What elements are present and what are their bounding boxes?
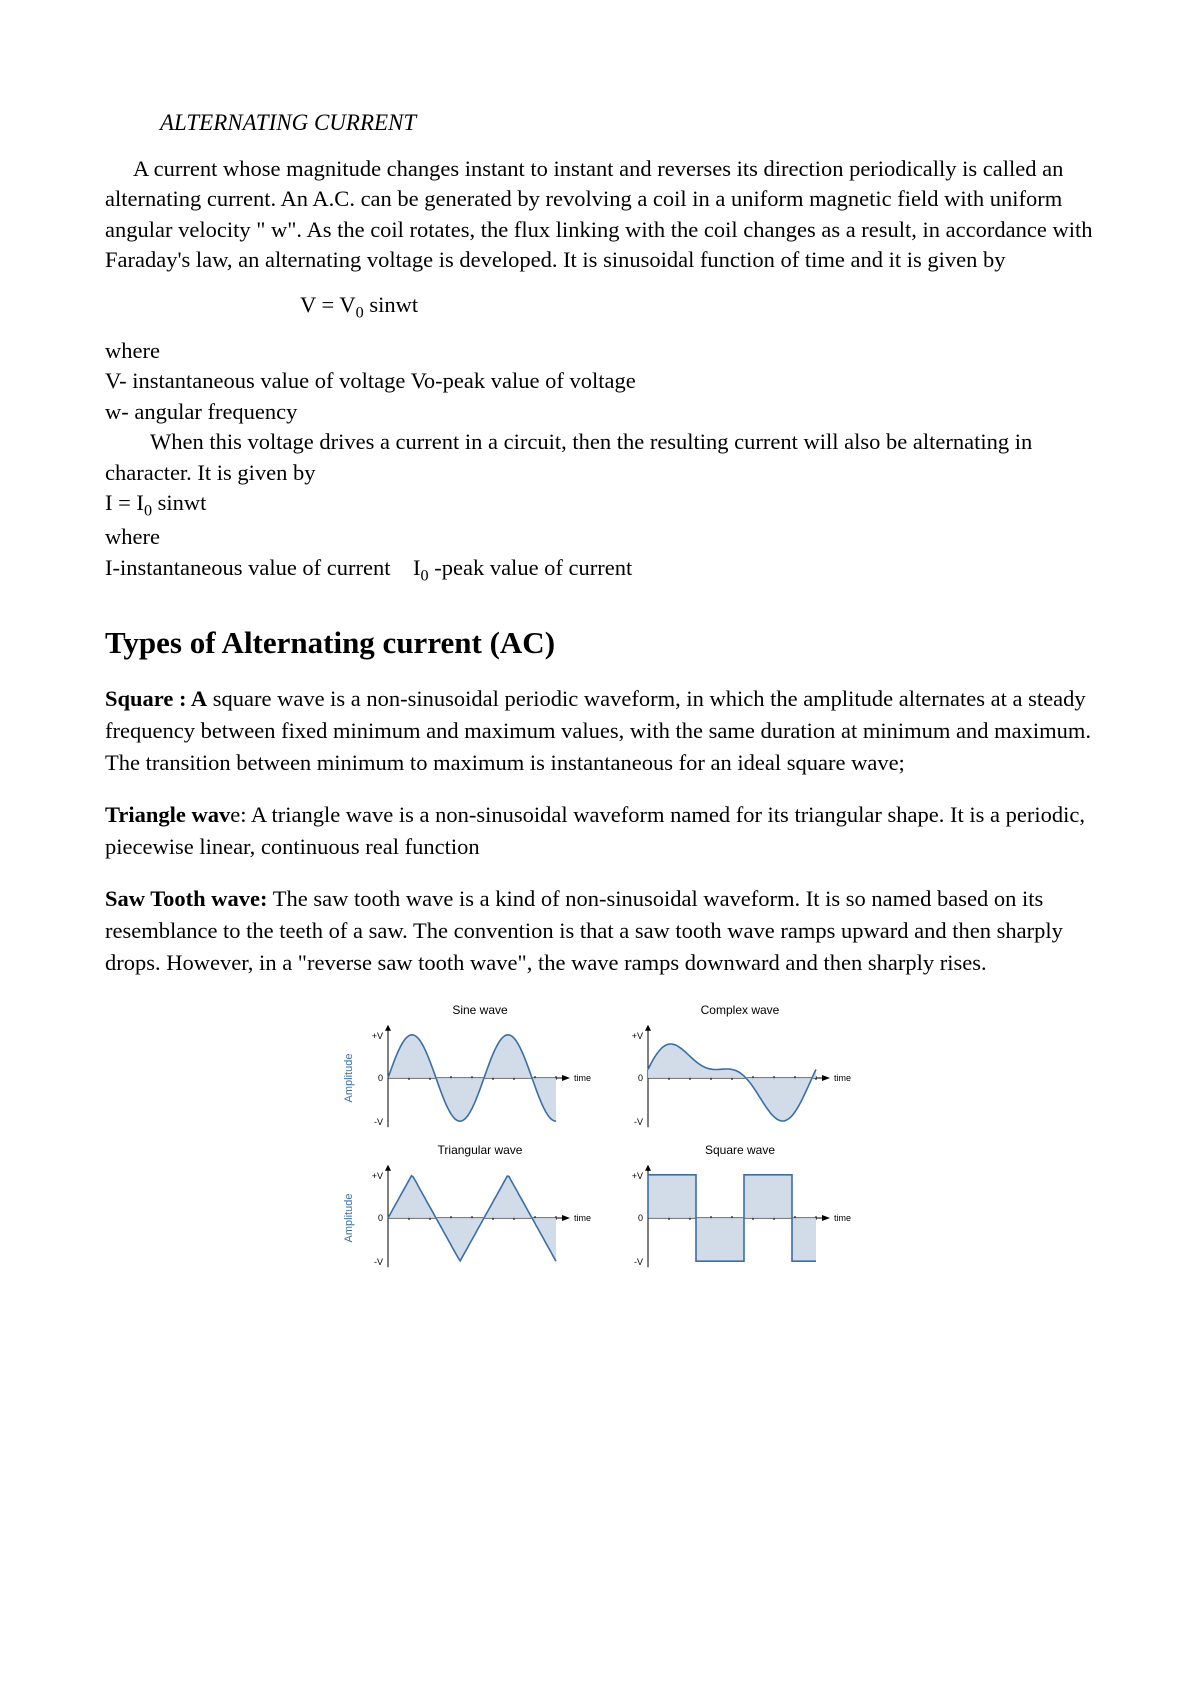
saw-label: Saw Tooth wave:: [105, 886, 268, 911]
svg-text:Amplitude: Amplitude: [343, 1054, 355, 1103]
i-definition: I-instantaneous value of current I0 -pea…: [105, 553, 1095, 587]
svg-text:-V: -V: [374, 1258, 383, 1268]
svg-text:time: time: [834, 1213, 851, 1223]
svg-text:-V: -V: [634, 1118, 643, 1128]
current-formula: I = I0 sinwt: [105, 488, 1095, 522]
svg-text:Amplitude: Amplitude: [343, 1194, 355, 1243]
square-wave-paragraph: Square : A square wave is a non-sinusoid…: [105, 683, 1095, 779]
svg-text:Square wave: Square wave: [705, 1143, 775, 1157]
svg-text:0: 0: [638, 1213, 643, 1223]
intro-paragraph: A current whose magnitude changes instan…: [105, 154, 1095, 276]
where-label-1: where: [105, 336, 1095, 366]
svg-text:0: 0: [378, 1213, 383, 1223]
svg-text:time: time: [574, 1213, 591, 1223]
triangle-text: e: A triangle wave is a non-sinusoidal w…: [105, 802, 1085, 859]
svg-text:time: time: [574, 1073, 591, 1083]
svg-text:0: 0: [378, 1073, 383, 1083]
svg-text:+V: +V: [632, 1171, 643, 1181]
v-definition: V- instantaneous value of voltage Vo-pea…: [105, 366, 1095, 396]
svg-text:Triangular wave: Triangular wave: [438, 1143, 523, 1157]
section-heading: Types of Alternating current (AC): [105, 625, 1095, 661]
document-title: ALTERNATING CURRENT: [160, 110, 1095, 136]
svg-text:Complex wave: Complex wave: [701, 1003, 780, 1017]
triangle-wave-paragraph: Triangle wave: A triangle wave is a non-…: [105, 799, 1095, 863]
voltage-formula: V = V0 sinwt: [300, 292, 1095, 323]
svg-text:-V: -V: [634, 1258, 643, 1268]
w-definition: w- angular frequency: [105, 397, 1095, 427]
sawtooth-wave-paragraph: Saw Tooth wave: The saw tooth wave is a …: [105, 883, 1095, 979]
svg-text:0: 0: [638, 1073, 643, 1083]
waveform-svg: Sine wave +V 0 -V time Amplitude Complex wave +…: [330, 1000, 870, 1288]
svg-text:Sine wave: Sine wave: [452, 1003, 508, 1017]
triangle-label: Triangle wav: [105, 802, 230, 827]
continuation-text: When this voltage drives a current in a …: [105, 427, 1095, 488]
square-text: square wave is a non-sinusoidal periodic…: [105, 686, 1091, 775]
svg-text:time: time: [834, 1073, 851, 1083]
waveform-figure: Sine wave +V 0 -V time Amplitude Complex wave +…: [105, 1000, 1095, 1293]
where-label-2: where: [105, 522, 1095, 552]
definitions-block: where V- instantaneous value of voltage …: [105, 336, 1095, 587]
svg-text:+V: +V: [372, 1031, 383, 1041]
svg-text:+V: +V: [632, 1031, 643, 1041]
svg-text:+V: +V: [372, 1171, 383, 1181]
square-label: Square : A: [105, 686, 207, 711]
svg-text:-V: -V: [374, 1118, 383, 1128]
